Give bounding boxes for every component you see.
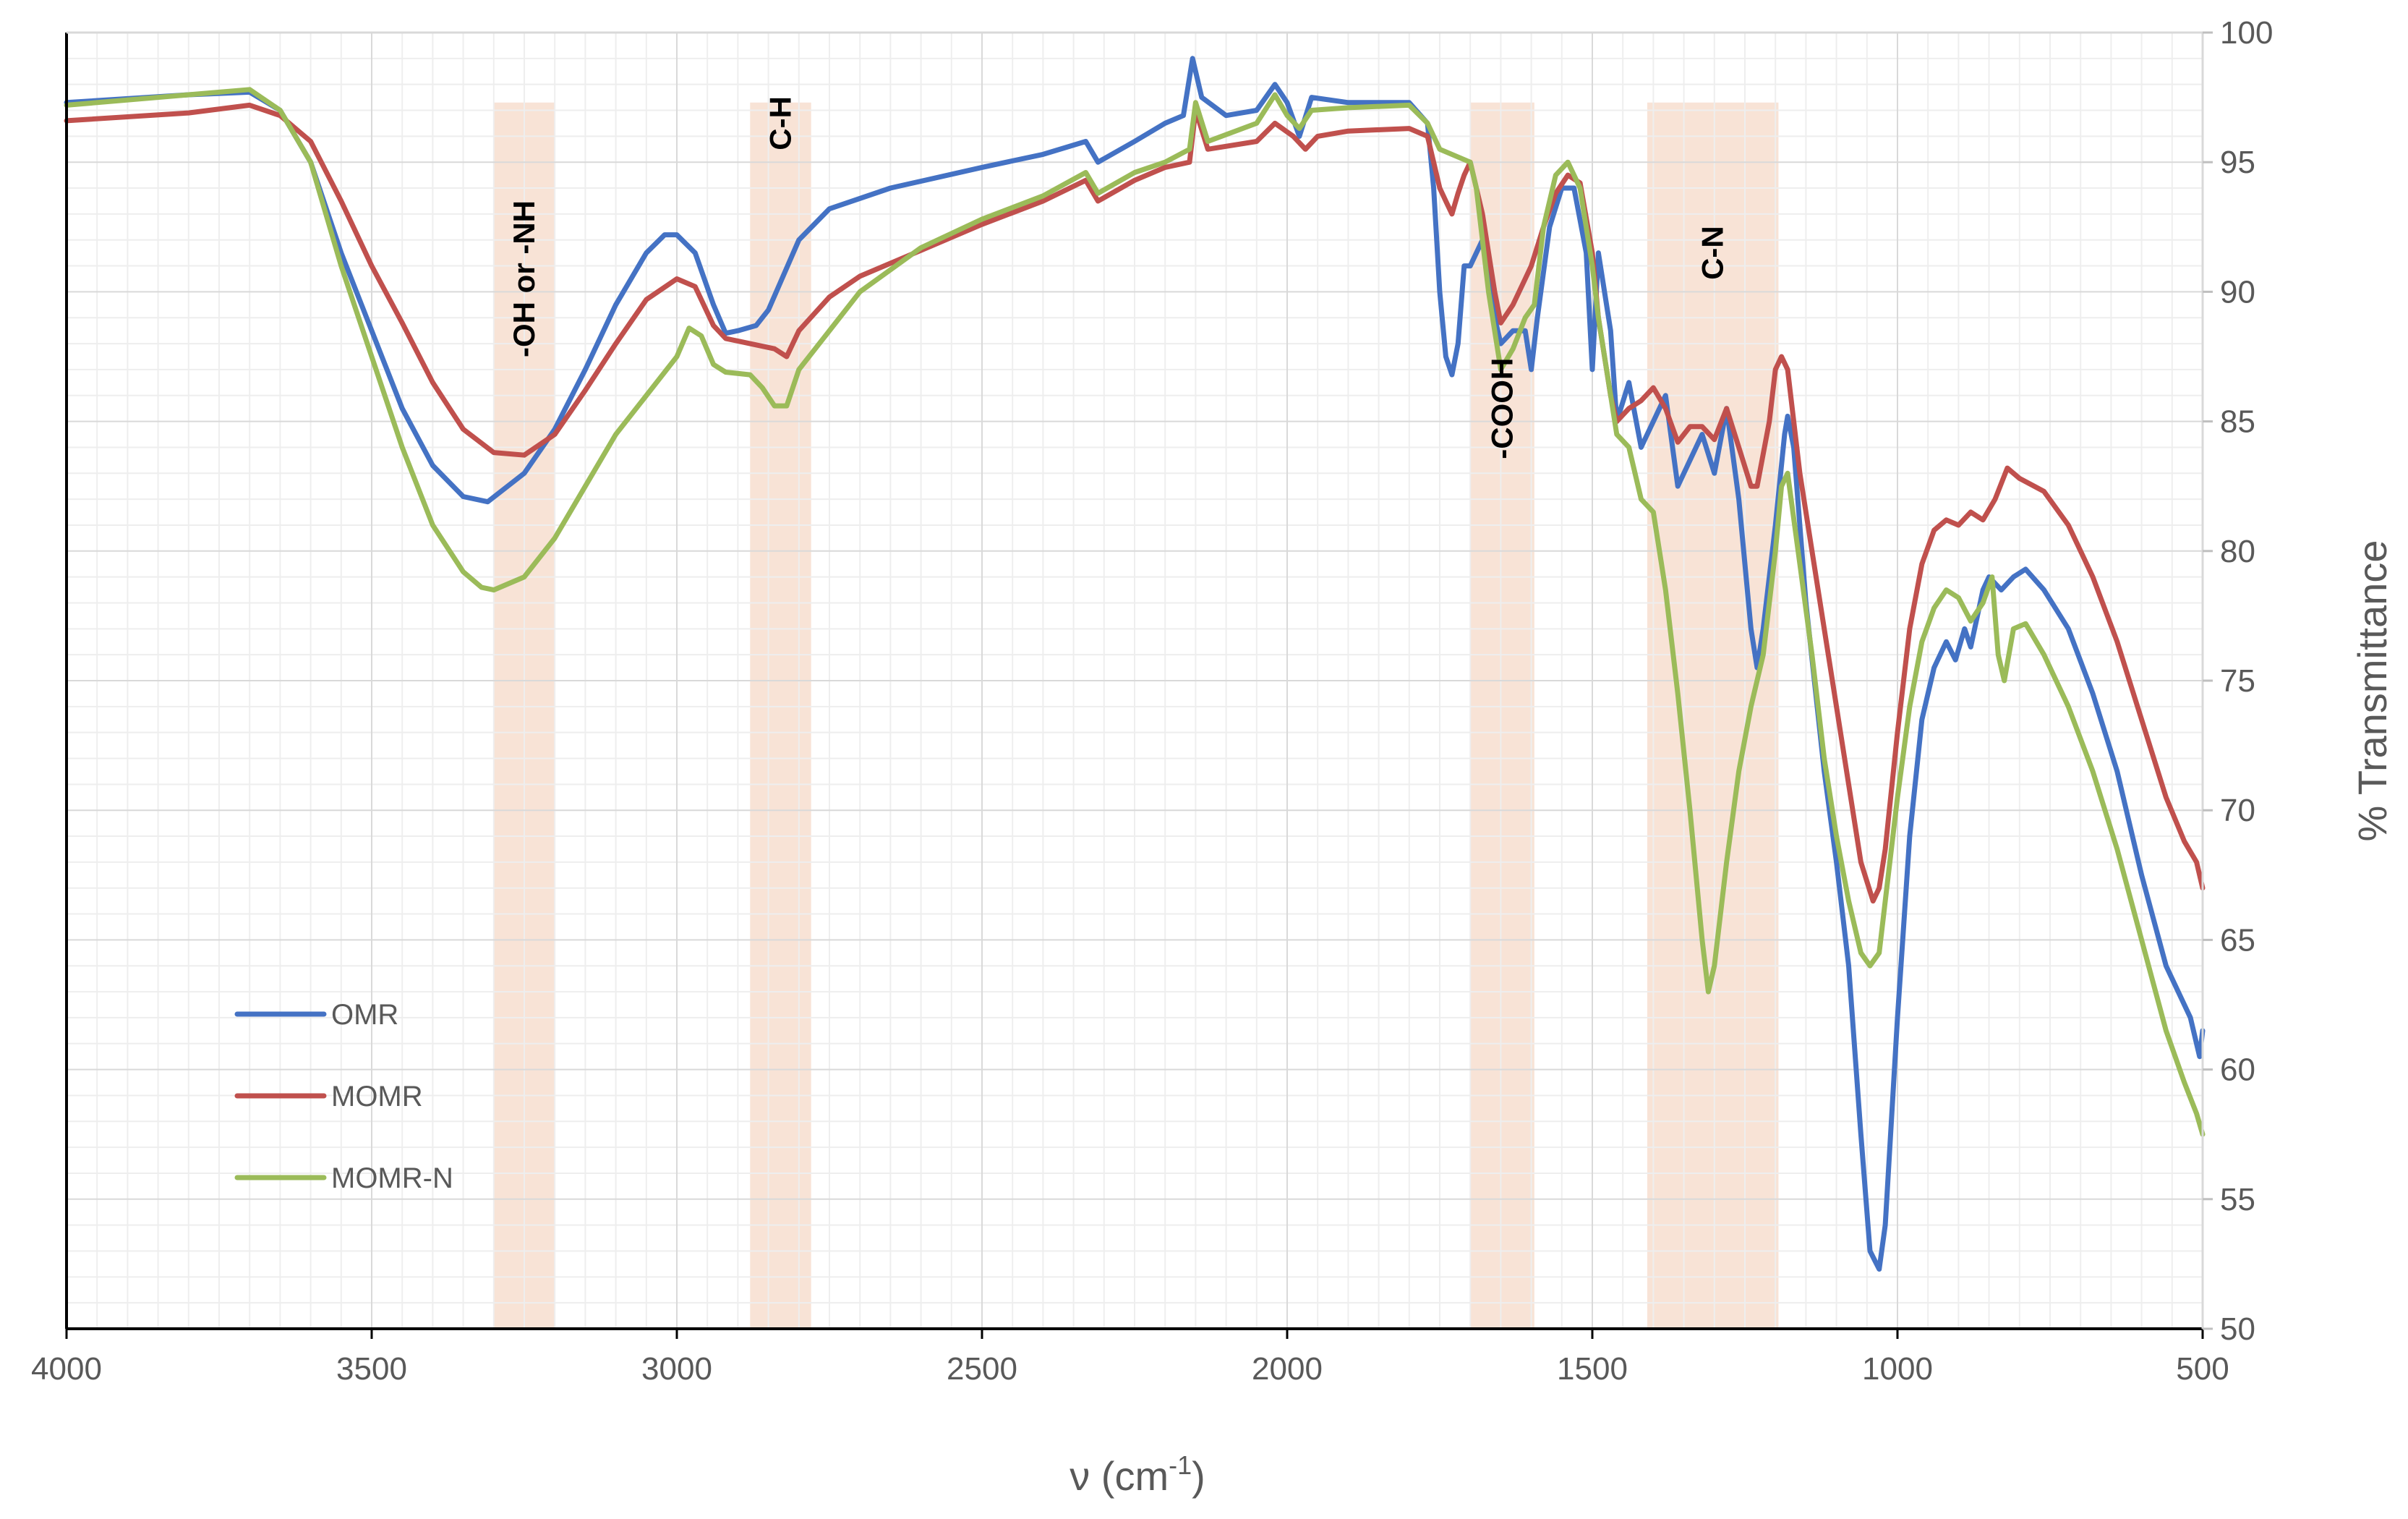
x-tick-label: 3500: [336, 1351, 407, 1387]
band-4: [1647, 102, 1779, 1329]
legend: OMR MOMR MOMR-N: [234, 999, 453, 1194]
y-axis-title: % Transmittance: [2349, 540, 2395, 841]
band-2: [750, 102, 811, 1329]
x-tick-label: 1500: [1557, 1351, 1628, 1387]
y-tick-label: 90: [2220, 274, 2255, 310]
y-tick-label: 80: [2220, 534, 2255, 569]
band-label-3: -COOH: [1485, 358, 1519, 459]
legend-item-momr-n: MOMR-N: [234, 1162, 453, 1194]
x-tick-label: 1000: [1862, 1351, 1933, 1387]
band-label-1: -OH or -NH: [507, 200, 541, 357]
legend-item-momr: MOMR: [234, 1081, 423, 1112]
legend-item-omr: OMR: [234, 999, 398, 1031]
x-tick-label: 4000: [31, 1351, 102, 1387]
y-tick-label: 85: [2220, 404, 2255, 440]
axis-layer: 4000 3500 3000 2500 2000 1500 1000 500 50 55 60 65 7…: [31, 15, 2273, 1387]
y-tick-label: 55: [2220, 1182, 2255, 1217]
band-label-4: C-N: [1696, 226, 1730, 280]
series-line-momr-n: [64, 87, 2206, 1137]
y-tick-label: 70: [2220, 793, 2255, 828]
y-tick-label: 95: [2220, 145, 2255, 180]
band-3: [1470, 102, 1534, 1329]
y-tick-label: 65: [2220, 922, 2255, 958]
x-tick-label: 2000: [1252, 1351, 1323, 1387]
series-line-momr: [64, 102, 2206, 904]
band-layer: [493, 102, 1779, 1329]
grid-layer: [67, 33, 2203, 1329]
legend-label: OMR: [331, 999, 398, 1031]
band-label-layer: -OH or -NH C-H -COOH C-N: [507, 96, 1730, 459]
legend-label: MOMR: [331, 1081, 423, 1112]
x-tick-label: 2500: [947, 1351, 1017, 1387]
series-line-omr: [64, 56, 2206, 1272]
x-axis-title: ν (cm-1): [1069, 1450, 1205, 1499]
band-label-2: C-H: [764, 96, 798, 150]
series-layer: [64, 56, 2206, 1272]
legend-label: MOMR-N: [331, 1162, 453, 1194]
y-tick-label: 50: [2220, 1311, 2255, 1347]
y-tick-label: 75: [2220, 663, 2255, 699]
y-tick-label: 100: [2220, 15, 2273, 51]
x-tick-label: 3000: [641, 1351, 712, 1387]
x-tick-label: 500: [2176, 1351, 2229, 1387]
y-tick-label: 60: [2220, 1052, 2255, 1088]
